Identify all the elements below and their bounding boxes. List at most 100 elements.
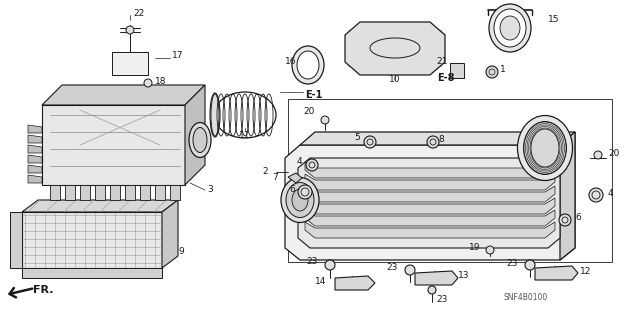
Text: 23: 23	[436, 295, 447, 305]
Text: 20: 20	[303, 108, 315, 116]
Polygon shape	[28, 145, 42, 153]
Text: 11: 11	[239, 130, 251, 139]
Text: 17: 17	[172, 50, 184, 60]
Ellipse shape	[281, 177, 319, 222]
Circle shape	[486, 246, 494, 254]
Text: 6: 6	[289, 186, 295, 195]
Ellipse shape	[193, 128, 207, 152]
Circle shape	[428, 286, 436, 294]
Text: 4: 4	[608, 189, 614, 197]
Circle shape	[364, 136, 376, 148]
Text: 23: 23	[307, 257, 318, 266]
Polygon shape	[285, 132, 575, 260]
Text: 22: 22	[133, 9, 144, 18]
Polygon shape	[22, 200, 178, 212]
Polygon shape	[28, 175, 42, 183]
Ellipse shape	[189, 122, 211, 158]
Polygon shape	[10, 212, 22, 268]
Text: FR.: FR.	[33, 285, 54, 295]
Circle shape	[321, 116, 329, 124]
Polygon shape	[305, 210, 555, 226]
Circle shape	[306, 159, 318, 171]
Circle shape	[427, 136, 439, 148]
Polygon shape	[170, 185, 180, 200]
Polygon shape	[80, 185, 90, 200]
Circle shape	[559, 214, 571, 226]
Polygon shape	[305, 198, 555, 214]
Circle shape	[589, 188, 603, 202]
Text: 14: 14	[315, 278, 326, 286]
Text: 12: 12	[580, 268, 591, 277]
Ellipse shape	[500, 16, 520, 40]
Polygon shape	[415, 271, 458, 285]
Text: SNF4B0100: SNF4B0100	[504, 293, 548, 301]
Circle shape	[594, 151, 602, 159]
Polygon shape	[50, 185, 60, 200]
Polygon shape	[28, 165, 42, 173]
Polygon shape	[155, 185, 165, 200]
Ellipse shape	[489, 4, 531, 52]
Ellipse shape	[286, 182, 314, 218]
Text: 10: 10	[389, 76, 401, 85]
Polygon shape	[345, 22, 445, 75]
Polygon shape	[450, 63, 464, 78]
Text: 13: 13	[458, 271, 470, 279]
Polygon shape	[112, 52, 148, 75]
Text: 5: 5	[355, 133, 360, 143]
Polygon shape	[42, 85, 205, 105]
Polygon shape	[28, 155, 42, 163]
Text: 15: 15	[548, 16, 559, 25]
Circle shape	[298, 185, 312, 199]
Polygon shape	[125, 185, 135, 200]
Ellipse shape	[494, 9, 526, 47]
Polygon shape	[28, 135, 42, 143]
Polygon shape	[560, 132, 575, 260]
Text: 7: 7	[272, 173, 278, 182]
Polygon shape	[535, 266, 578, 280]
Circle shape	[126, 26, 134, 34]
Text: 18: 18	[155, 78, 166, 86]
Ellipse shape	[524, 122, 566, 174]
Polygon shape	[65, 185, 75, 200]
Text: 6: 6	[575, 213, 580, 222]
Polygon shape	[162, 200, 178, 268]
Ellipse shape	[518, 115, 573, 181]
Text: 21: 21	[436, 57, 448, 66]
Text: 4: 4	[296, 158, 302, 167]
Polygon shape	[140, 185, 150, 200]
Polygon shape	[300, 132, 575, 145]
Polygon shape	[288, 173, 302, 183]
Text: 8: 8	[438, 135, 444, 144]
Text: 3: 3	[207, 186, 212, 195]
Text: 16: 16	[285, 57, 296, 66]
Polygon shape	[298, 148, 560, 248]
Polygon shape	[95, 185, 105, 200]
Polygon shape	[305, 222, 555, 238]
Polygon shape	[335, 276, 375, 290]
Polygon shape	[305, 162, 555, 178]
Circle shape	[405, 265, 415, 275]
Polygon shape	[28, 125, 42, 133]
Text: 23: 23	[387, 263, 398, 272]
Circle shape	[325, 260, 335, 270]
Polygon shape	[110, 185, 120, 200]
Polygon shape	[185, 85, 205, 185]
Text: 2: 2	[262, 167, 268, 176]
Text: 20: 20	[608, 149, 620, 158]
Text: 23: 23	[507, 258, 518, 268]
Ellipse shape	[292, 189, 308, 211]
Text: 1: 1	[500, 65, 506, 75]
Circle shape	[525, 260, 535, 270]
Circle shape	[486, 66, 498, 78]
Polygon shape	[22, 212, 162, 268]
Polygon shape	[305, 186, 555, 202]
Text: E-8: E-8	[437, 73, 454, 83]
Circle shape	[144, 79, 152, 87]
Ellipse shape	[292, 46, 324, 84]
Ellipse shape	[210, 93, 220, 137]
Text: 9: 9	[178, 248, 184, 256]
Text: E-1: E-1	[305, 90, 323, 100]
Ellipse shape	[297, 51, 319, 79]
Text: 19: 19	[468, 242, 480, 251]
Polygon shape	[42, 105, 185, 185]
